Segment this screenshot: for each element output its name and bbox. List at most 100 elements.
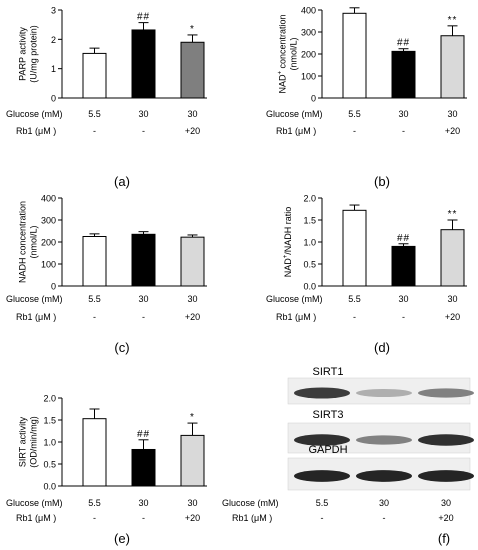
blot-band — [294, 470, 350, 482]
y-tick-label: 0.0 — [43, 482, 56, 492]
y-tick-label: 1.0 — [43, 438, 56, 448]
rb1-value-label: +20 — [185, 513, 200, 523]
rb1-row-label: Rb1 (μM ) — [16, 126, 56, 136]
significance-marker: * — [190, 412, 195, 423]
y-axis-label-line: (nmol/L) — [29, 225, 39, 258]
rb1-value-label: - — [402, 312, 405, 322]
y-tick-label: 2 — [51, 35, 56, 45]
y-axis-label: NADH concentration (nmol/L) — [18, 201, 39, 283]
y-tick-label: 0.0 — [303, 282, 316, 292]
glucose-value-label: 30 — [447, 109, 457, 119]
glucose-value-label: 30 — [187, 294, 197, 304]
glucose-value-label: 5.5 — [88, 294, 101, 304]
y-tick-label: 1.0 — [303, 238, 316, 248]
y-tick-label: 2.0 — [43, 394, 56, 404]
chart-panel-1: 0 1 2 3 PARP activity (U/mg protein) 5.5 - ## 30 -… — [6, 6, 207, 189]
glucose-value-label: 5.5 — [348, 109, 361, 119]
blot-rb1-value: - — [321, 513, 324, 523]
y-tick-label: 0 — [51, 282, 56, 292]
y-axis-label-line: PARP activity — [18, 27, 28, 81]
bar — [131, 233, 156, 287]
blot-band — [356, 435, 412, 445]
blot-band — [294, 434, 350, 446]
glucose-value-label: 30 — [187, 109, 197, 119]
rb1-value-label: - — [142, 312, 145, 322]
blot-glucose-row-label: Glucose (mM) — [222, 498, 279, 508]
y-tick-label: 1.5 — [43, 416, 56, 426]
bar — [131, 448, 156, 487]
y-tick-label: 100 — [41, 260, 56, 270]
panel-label: (d) — [374, 340, 390, 355]
blot-band — [418, 388, 474, 398]
glucose-row-label: Glucose (mM) — [6, 109, 63, 119]
rb1-value-label: - — [142, 126, 145, 136]
western-blot-panel: SIRT1 SIRT3 GAPDH 5.5 - 30 - 30 +20 Glucose (mM) R… — [222, 366, 474, 546]
chart-panel-4: 0.0 0.5 1.0 1.5 2.0 NAD+/NADH ratio 5.5 - ## 30 - *… — [266, 194, 467, 355]
blot-rb1-value: +20 — [438, 513, 453, 523]
y-axis-label-line: SIRT activity — [18, 416, 28, 467]
rb1-value-label: - — [353, 312, 356, 322]
y-tick-label: 1.5 — [303, 216, 316, 226]
bar — [391, 50, 416, 99]
significance-marker: ** — [448, 209, 458, 220]
significance-marker: ## — [397, 233, 410, 244]
y-tick-label: 0.5 — [303, 260, 316, 270]
glucose-value-label: 30 — [138, 498, 148, 508]
y-axis-label-line: NAD+/NADH ratio — [283, 207, 293, 278]
blot-glucose-value: 30 — [379, 498, 389, 508]
y-tick-label: 0 — [51, 94, 56, 104]
glucose-value-label: 5.5 — [88, 109, 101, 119]
rb1-value-label: +20 — [185, 126, 200, 136]
y-tick-label: 1 — [51, 64, 56, 74]
rb1-value-label: - — [353, 126, 356, 136]
significance-marker: ## — [137, 429, 150, 440]
blot-band — [356, 470, 412, 482]
bar — [391, 245, 416, 287]
y-tick-label: 400 — [301, 6, 316, 16]
rb1-value-label: +20 — [185, 312, 200, 322]
panel-label: (c) — [114, 340, 129, 355]
bar — [180, 434, 205, 487]
blot-band — [356, 388, 412, 398]
y-tick-label: 400 — [41, 194, 56, 204]
rb1-row-label: Rb1 (μM ) — [16, 513, 56, 523]
glucose-value-label: 30 — [138, 109, 148, 119]
glucose-row-label: Glucose (mM) — [266, 109, 323, 119]
rb1-row-label: Rb1 (μM ) — [276, 312, 316, 322]
bar — [440, 229, 465, 287]
rb1-value-label: - — [402, 126, 405, 136]
rb1-value-label: - — [93, 126, 96, 136]
blot-rb1-value: - — [383, 513, 386, 523]
y-axis-label: SIRT activity (OD/min/mg) — [18, 416, 39, 468]
bar — [180, 236, 205, 287]
panel-label: (a) — [114, 174, 130, 189]
glucose-value-label: 30 — [398, 294, 408, 304]
blot-band — [418, 434, 474, 446]
bar — [82, 52, 107, 99]
y-axis-label-line: NADH concentration — [18, 201, 28, 283]
bar — [342, 209, 367, 287]
y-tick-label: 300 — [301, 28, 316, 38]
panel-label: (b) — [374, 174, 390, 189]
rb1-value-label: +20 — [445, 312, 460, 322]
blot-band-label: GAPDH — [308, 444, 347, 456]
bar — [82, 236, 107, 287]
glucose-row-label: Glucose (mM) — [266, 294, 323, 304]
y-axis-label: PARP activity (U/mg protein) — [18, 25, 39, 83]
rb1-value-label: - — [93, 513, 96, 523]
y-tick-label: 2.0 — [303, 194, 316, 204]
y-axis-label-line: NAD+ concentration — [278, 14, 288, 93]
significance-marker: ** — [448, 15, 458, 26]
y-axis-label-line: (nmol/L) — [289, 37, 299, 70]
rb1-value-label: +20 — [445, 126, 460, 136]
blot-rb1-row-label: Rb1 (μM ) — [232, 513, 272, 523]
bar — [180, 41, 205, 99]
glucose-value-label: 30 — [187, 498, 197, 508]
panel-label: (e) — [114, 531, 130, 546]
panel-label: (f) — [438, 531, 450, 546]
blot-band — [418, 470, 474, 482]
y-axis-label-line: (OD/min/mg) — [29, 416, 39, 468]
significance-marker: ## — [137, 12, 150, 23]
